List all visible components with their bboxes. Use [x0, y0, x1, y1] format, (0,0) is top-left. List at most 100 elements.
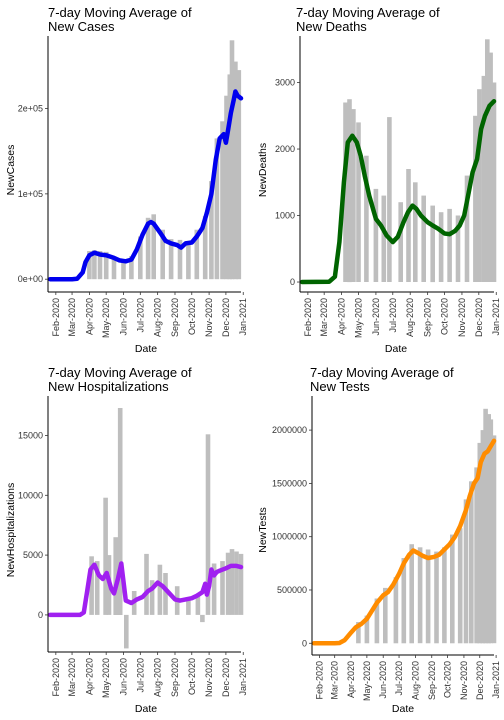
axes: 0 500000 1000000 1500000 2000000 Feb-2020 Mar-…: [272, 396, 501, 701]
daily-bar: [220, 561, 225, 615]
daily-bar: [92, 250, 97, 280]
y-tick-label: 0: [290, 277, 295, 287]
daily-bar: [200, 614, 205, 623]
daily-bar: [94, 561, 100, 615]
x-tick-label: Mar-2020: [67, 298, 77, 337]
x-tick-label: Nov-2020: [204, 298, 214, 337]
x-tick-label: Aug-2020: [405, 298, 415, 337]
daily-bar: [124, 614, 129, 649]
y-axis-label: NewDeaths: [257, 143, 269, 197]
x-tick-label: May-2020: [101, 658, 111, 698]
x-tick-label: Mar-2020: [319, 298, 329, 337]
x-tick-label: Aug-2020: [153, 658, 163, 697]
daily-bar: [434, 551, 439, 644]
daily-bar: [464, 175, 470, 282]
daily-bar: [144, 553, 149, 615]
x-axis-label: Date: [135, 703, 157, 715]
x-tick-label: Jul-2020: [135, 298, 145, 333]
x-tick-label: Mar-2020: [330, 661, 340, 700]
daily-bar: [474, 467, 479, 644]
daily-bar: [477, 89, 482, 282]
daily-bar: [163, 573, 168, 615]
x-tick-label: Nov-2020: [457, 298, 467, 337]
daily-bar: [477, 442, 483, 644]
x-tick-label: Feb-2020: [303, 298, 313, 337]
daily-bar: [195, 595, 201, 615]
x-tick-label: Jun-2020: [371, 298, 381, 336]
x-tick-label: Dec-2020: [221, 298, 231, 337]
daily-bar: [406, 169, 411, 282]
bar-layer: [89, 408, 244, 649]
daily-bar: [214, 138, 220, 280]
x-tick-label: Dec-2020: [474, 298, 484, 337]
x-tick-label: Oct-2020: [187, 658, 197, 695]
series-line: [311, 438, 497, 646]
x-tick-label: Nov-2020: [459, 661, 469, 700]
y-axis-label: NewHospitalizations: [5, 483, 17, 578]
x-tick-label: Jul-2020: [135, 658, 145, 693]
x-tick-label: Oct-2020: [187, 298, 197, 335]
daily-bar: [236, 70, 242, 280]
y-tick-label: 3000: [275, 78, 295, 88]
moving-average-line: [299, 98, 497, 285]
x-axis-label: Date: [392, 703, 414, 715]
x-tick-label: Aug-2020: [410, 661, 420, 700]
chart-title-line2: New Tests: [310, 379, 370, 394]
daily-bar: [417, 547, 423, 644]
daily-bar: [89, 556, 94, 615]
y-tick-label: 500000: [277, 585, 307, 595]
x-tick-label: Apr-2020: [346, 661, 356, 698]
y-tick-label: 1000: [275, 211, 295, 221]
x-tick-label: Feb-2020: [314, 661, 324, 700]
daily-bar: [160, 229, 165, 280]
daily-bar: [186, 598, 191, 615]
daily-bar: [442, 547, 447, 644]
daily-bar: [356, 122, 361, 283]
x-tick-label: Jan-2021: [491, 661, 501, 699]
daily-bar: [229, 40, 235, 280]
y-tick-label: 5000: [23, 550, 43, 560]
daily-bar: [211, 563, 217, 615]
axes: 0 1000 2000 3000 Feb-2020 Mar-2020 Apr-2020 May…: [275, 36, 501, 338]
chart-title-line2: New Deaths: [296, 19, 367, 34]
daily-bar: [447, 208, 452, 282]
bar-layer: [356, 408, 497, 644]
y-tick-label: 0: [38, 610, 43, 620]
daily-bar: [364, 155, 369, 282]
daily-bar: [488, 419, 494, 644]
y-tick-label: 0e+00: [18, 274, 43, 284]
x-tick-label: Nov-2020: [204, 658, 214, 697]
daily-bar: [438, 212, 444, 282]
daily-bar: [97, 251, 103, 280]
daily-bar: [157, 564, 163, 615]
x-tick-label: May-2020: [362, 661, 372, 701]
daily-bar: [117, 408, 123, 615]
y-tick-label: 1e+05: [18, 189, 43, 199]
x-tick-label: Mar-2020: [67, 658, 77, 697]
x-tick-label: Sep-2020: [170, 298, 180, 337]
chart-title-line1: 7-day Moving Average of: [310, 365, 454, 380]
daily-bar: [121, 259, 126, 280]
axes: 0 5000 10000 15000 Feb-2020 Mar-2020 Apr-2020 M…: [18, 396, 248, 698]
x-axis-label: Date: [135, 343, 157, 355]
x-tick-label: Dec-2020: [475, 661, 485, 700]
daily-bar: [430, 205, 435, 283]
y-axis-label: NewCases: [5, 145, 17, 196]
y-tick-label: 1500000: [272, 478, 307, 488]
daily-bar: [225, 552, 231, 615]
chart-title-line1: 7-day Moving Average of: [48, 5, 192, 20]
daily-bar: [473, 115, 478, 282]
daily-bar: [364, 615, 370, 644]
x-tick-label: Aug-2020: [153, 298, 163, 337]
daily-bar: [450, 534, 455, 644]
x-tick-label: Sep-2020: [427, 661, 437, 700]
daily-bar: [347, 99, 352, 283]
bar-layer: [343, 39, 497, 283]
daily-bar: [186, 241, 191, 280]
daily-bar: [421, 195, 426, 282]
x-tick-label: Jun-2020: [378, 661, 388, 699]
panel-new-deaths: 7-day Moving Average of New Deaths 0 1000…: [257, 5, 501, 355]
series-line: [299, 98, 497, 285]
daily-bar: [234, 551, 239, 615]
daily-bar: [145, 217, 151, 280]
